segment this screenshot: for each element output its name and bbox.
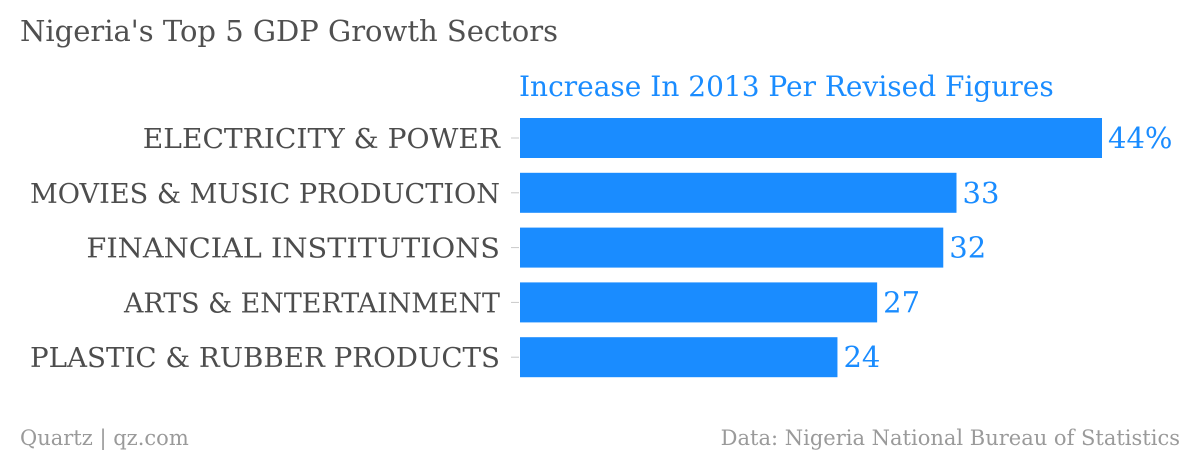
bar [520,227,944,268]
bar [520,337,838,378]
footer-data-credit: Data: Nigeria National Bureau of Statist… [720,426,1180,450]
chart-title: Nigeria's Top 5 GDP Growth Sectors [20,14,559,48]
value-label: 27 [883,285,920,319]
bar [520,172,957,213]
footer-source-brand: Quartz | qz.com [20,426,189,450]
value-label: 44% [1108,121,1172,155]
value-label: 32 [949,231,986,265]
value-label: 33 [963,176,1000,210]
category-label: FINANCIAL INSTITUTIONS [86,234,500,265]
series-label: Increase In 2013 Per Revised Figures [519,70,1054,103]
category-label: MOVIES & MUSIC PRODUCTION [30,179,500,210]
category-label: PLASTIC & RUBBER PRODUCTS [30,343,500,374]
bar [520,282,878,323]
category-label: ARTS & ENTERTAINMENT [123,288,500,319]
value-label: 24 [843,340,880,374]
bars-group: ELECTRICITY & POWER 44% MOVIES & MUSIC PRO… [30,118,1172,378]
bar [520,118,1102,158]
category-label: ELECTRICITY & POWER [143,124,501,155]
